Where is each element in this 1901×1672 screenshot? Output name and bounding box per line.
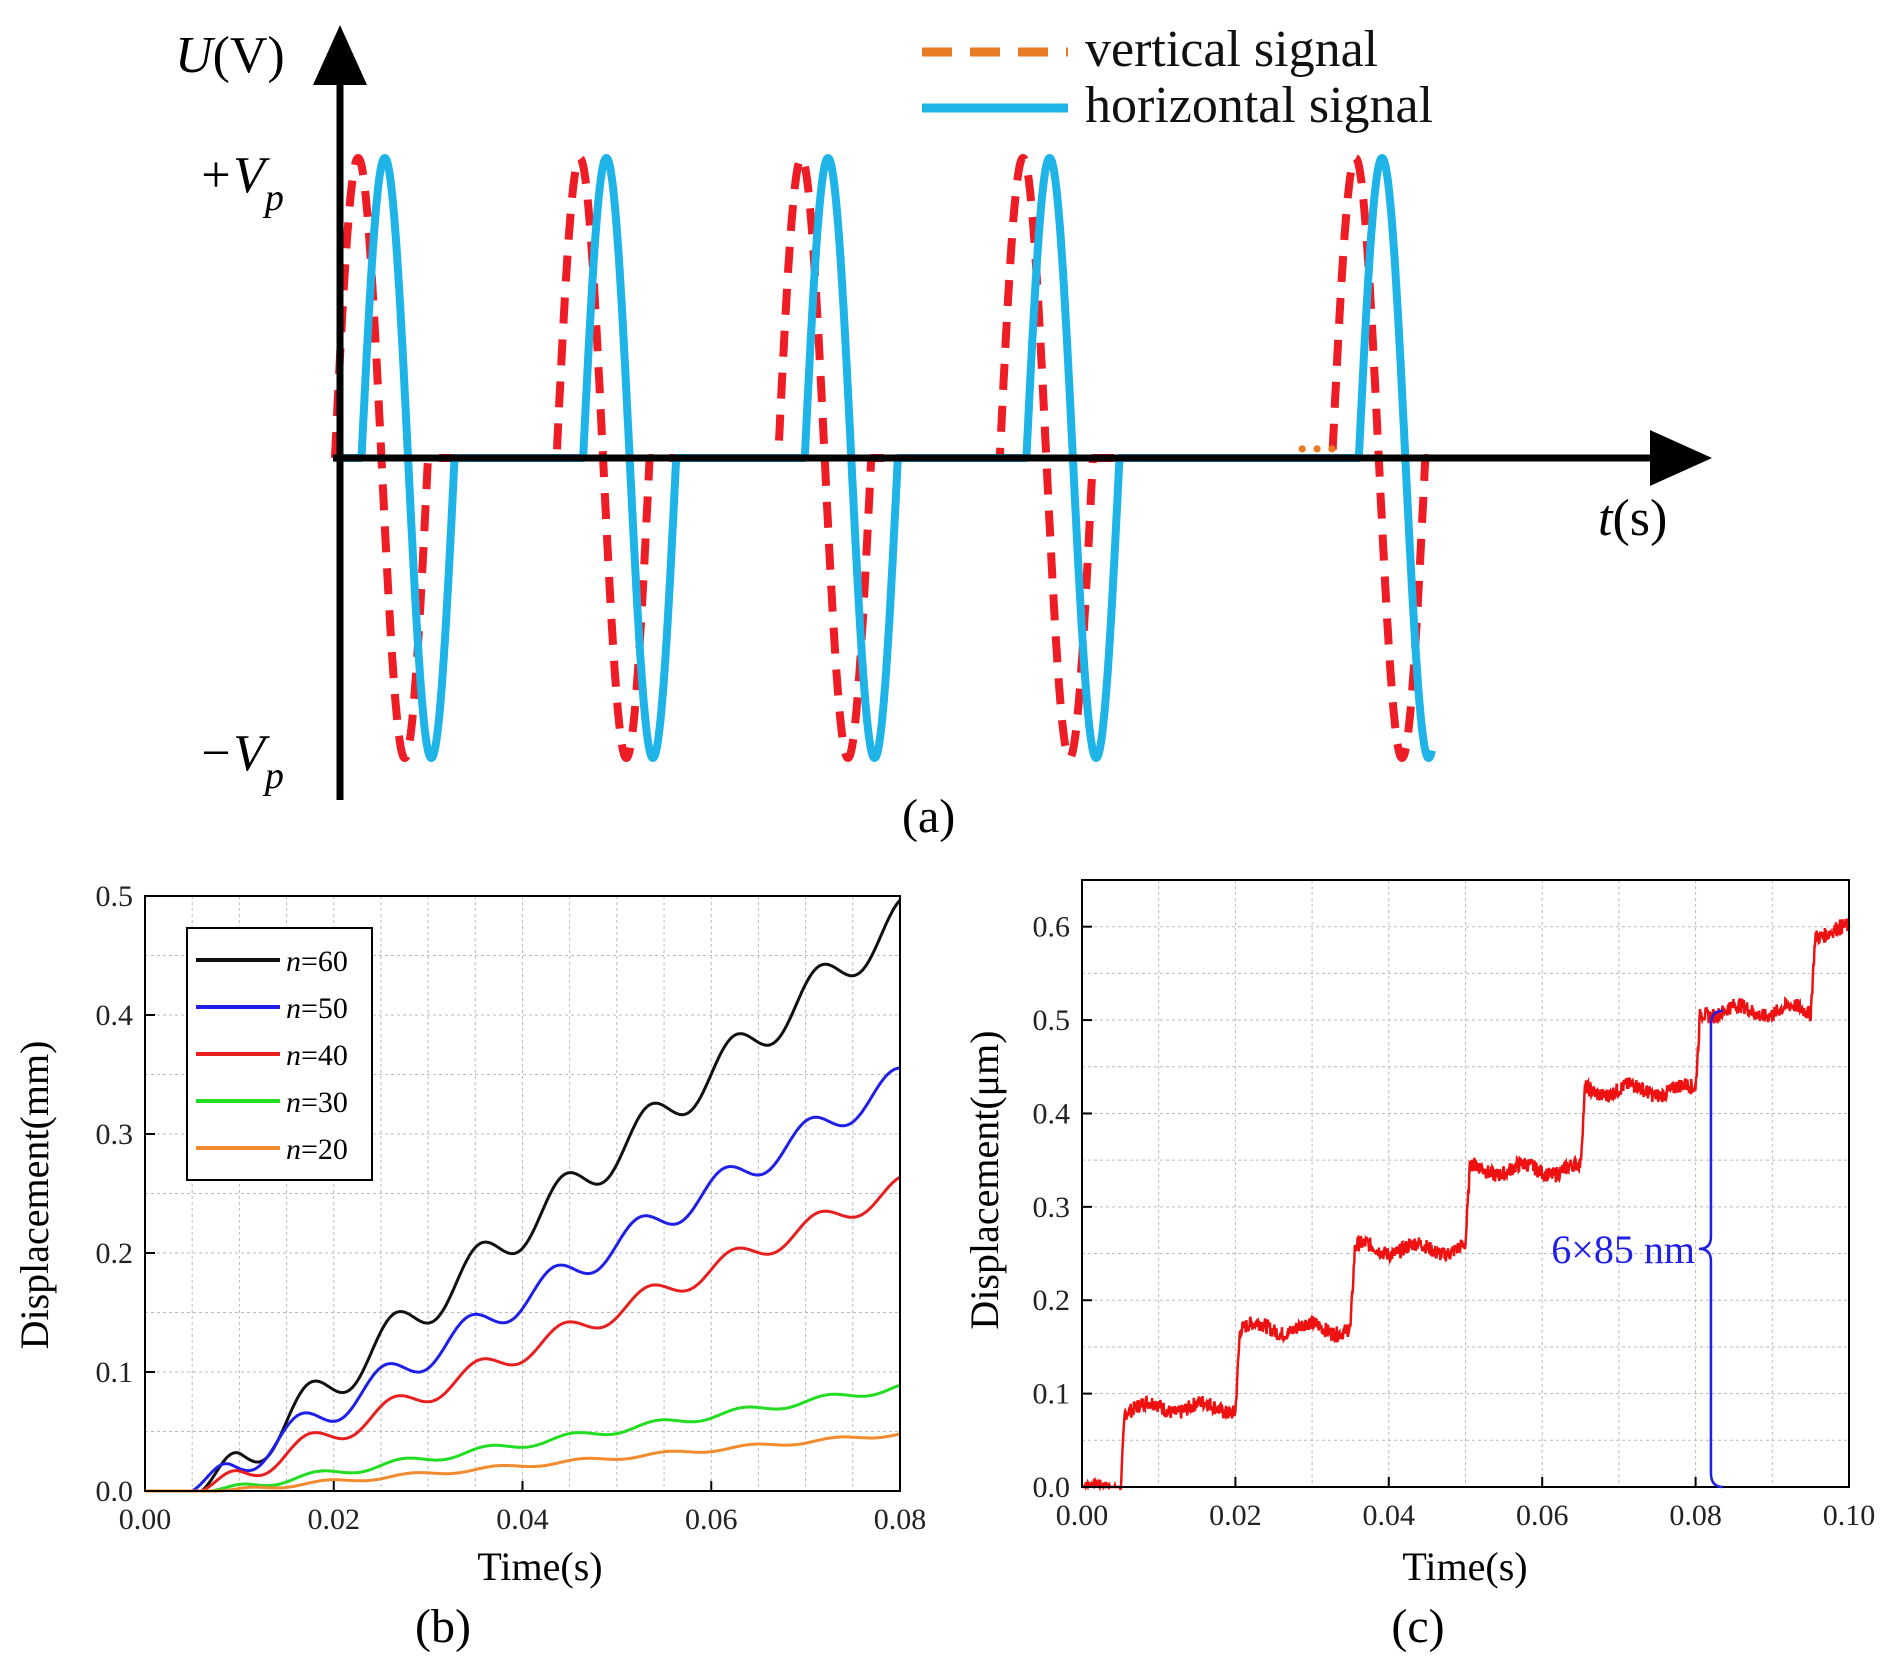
y-tick-label: 0.6 <box>1033 911 1071 944</box>
y-tick-label: 0.3 <box>96 1118 134 1151</box>
panel-c-frame <box>1081 879 1850 1488</box>
x-tick-label: 0.08 <box>874 1503 927 1536</box>
panel-a-xlabel-main: t <box>1598 490 1614 547</box>
x-tick-label: 0.04 <box>496 1503 549 1536</box>
y-tick-label: 0.3 <box>1033 1191 1071 1224</box>
panel-b-xlabel: Time(s) <box>477 1544 602 1589</box>
y-tick-label: 0.5 <box>96 880 134 913</box>
panel-c-grid <box>1082 880 1849 1487</box>
panel-b-series-n30 <box>145 1383 901 1493</box>
legend-label-n40: n=40 <box>286 1039 348 1072</box>
y-tick-label: 0.5 <box>1033 1004 1071 1037</box>
panel-a: U(V) t(s) +Vp −Vp … vertical signal hori… <box>175 21 1712 843</box>
panel-b-series-n50 <box>145 1066 901 1493</box>
panel-c-xlabel: Time(s) <box>1402 1544 1527 1589</box>
x-tick-label: 0.00 <box>1056 1499 1109 1532</box>
x-tick-label: 0.06 <box>1516 1499 1569 1532</box>
legend-label-n20: n=20 <box>286 1133 348 1166</box>
panel-b-caption: (b) <box>415 1600 471 1653</box>
y-tick-label: 0.1 <box>1033 1378 1071 1411</box>
panel-a-legend: vertical signal horizontal signal <box>922 21 1433 134</box>
x-tick-label: 0.02 <box>308 1503 361 1536</box>
panel-a-xlabel-unit: (s) <box>1612 490 1667 547</box>
y-tick-label: 0.2 <box>96 1237 134 1270</box>
legend-label-vertical: vertical signal <box>1085 21 1378 78</box>
panel-a-ytick-top-sub: p <box>262 177 284 219</box>
legend-label-horizontal: horizontal signal <box>1085 77 1433 134</box>
panel-c-series <box>1080 916 1851 1492</box>
panel-b: 0.00 0.02 0.04 0.06 0.08 0.0 0.1 0.2 0.3 0.4 0.5 T… <box>12 880 926 1653</box>
panel-a-y-arrow-icon <box>313 25 367 85</box>
legend-label-n50: n=50 <box>286 992 348 1025</box>
panel-c-ticks: 0.00 0.02 0.04 0.06 0.08 0.10 0.0 0.1 0.2 0.3 0.4 0… <box>1033 911 1876 1532</box>
panel-b-series-n40 <box>145 1175 901 1493</box>
legend-label-n60: n=60 <box>286 945 348 978</box>
panel-b-series <box>145 899 902 1493</box>
panel-a-ytick-bottom-main: −V <box>198 725 270 782</box>
panel-b-series-n20 <box>145 1432 901 1493</box>
panel-a-ytick-bottom-sub: p <box>262 755 284 797</box>
panel-b-ticks: 0.00 0.02 0.04 0.06 0.08 0.0 0.1 0.2 0.3 0.4 0.5 <box>96 880 927 1536</box>
panel-a-ytick-top: +Vp <box>198 147 284 219</box>
y-tick-label: 0.4 <box>1033 1097 1071 1130</box>
panel-a-ylabel-unit: (V) <box>213 27 285 84</box>
panel-b-legend: n=60 n=50 n=40 n=30 n=20 <box>186 927 373 1181</box>
panel-c-ylabel: Displacement(μm) <box>962 1030 1007 1329</box>
panel-a-caption: (a) <box>902 790 955 843</box>
x-tick-label: 0.00 <box>119 1503 172 1536</box>
y-tick-label: 0.4 <box>96 999 134 1032</box>
panel-c-caption: (c) <box>1391 1600 1444 1653</box>
panel-b-ylabel: Displacement(mm) <box>12 1041 57 1350</box>
x-tick-label: 0.10 <box>1823 1499 1876 1532</box>
panel-a-ytick-top-main: +V <box>198 147 270 204</box>
x-tick-label: 0.04 <box>1363 1499 1416 1532</box>
panel-c: 0.00 0.02 0.04 0.06 0.08 0.10 0.0 0.1 0.2 0.3 0.4 0… <box>962 879 1876 1653</box>
x-tick-label: 0.02 <box>1209 1499 1262 1532</box>
legend-label-n30: n=30 <box>286 1086 348 1119</box>
panel-a-ylabel: U(V) <box>175 27 285 84</box>
y-tick-label: 0.2 <box>1033 1284 1071 1317</box>
panel-c-series-displacement <box>1080 916 1851 1492</box>
y-tick-label: 0.0 <box>1033 1471 1071 1504</box>
panel-a-ellipsis: … <box>1295 413 1339 462</box>
y-tick-label: 0.1 <box>96 1356 134 1389</box>
y-tick-label: 0.0 <box>96 1475 134 1508</box>
panel-a-x-arrow-icon <box>1650 430 1712 486</box>
panel-a-ytick-bottom: −Vp <box>198 725 284 797</box>
panel-a-xlabel: t(s) <box>1598 490 1667 547</box>
panel-c-brace <box>1698 1009 1724 1489</box>
x-tick-label: 0.08 <box>1669 1499 1722 1532</box>
panel-c-annotation: 6×85 nm <box>1551 1227 1695 1272</box>
x-tick-label: 0.06 <box>685 1503 738 1536</box>
panel-a-ylabel-main: U <box>175 27 216 84</box>
